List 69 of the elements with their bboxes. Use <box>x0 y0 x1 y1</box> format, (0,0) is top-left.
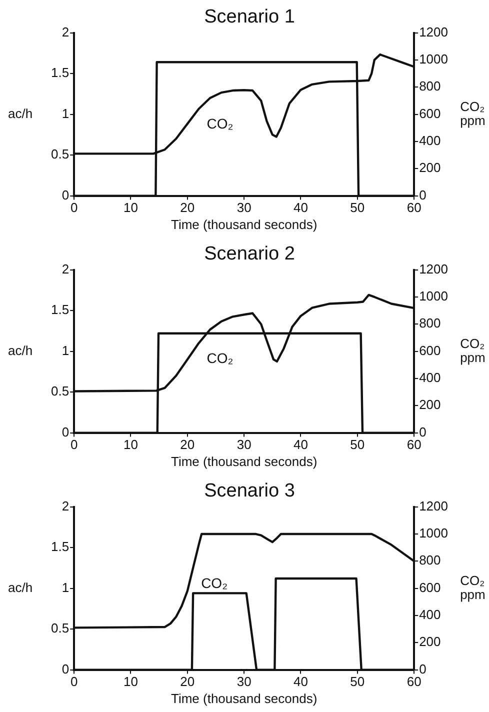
y-tick-label: 0 <box>62 661 70 676</box>
x-tick-label: 10 <box>124 200 138 216</box>
x-tick-label: 20 <box>180 437 195 452</box>
y2-tick-label: 600 <box>419 342 441 358</box>
series-label: CO₂ <box>201 574 228 591</box>
y-tick-label: 2 <box>62 24 70 40</box>
y-tick-label: 0 <box>62 187 70 202</box>
y-tick-label: 2 <box>62 261 70 276</box>
y-tick-label: 0.5 <box>50 146 70 162</box>
y-tick-label: 1.5 <box>50 65 70 80</box>
x-tick-label: 20 <box>180 200 195 216</box>
y2-tick-label: 800 <box>419 552 441 568</box>
x-tick-label: 40 <box>294 437 308 452</box>
series-label: CO₂ <box>206 350 234 366</box>
y-tick-label: 0.5 <box>50 620 70 636</box>
y2-tick-label: 0 <box>419 661 426 676</box>
y-tick-label: 2 <box>62 498 70 514</box>
y2-tick-label: 400 <box>419 370 441 386</box>
x-axis-title: Time (thousand seconds) <box>170 454 318 469</box>
x-tick-label: 30 <box>236 674 252 690</box>
x-tick-label: 50 <box>350 437 365 452</box>
x-tick-label: 60 <box>406 437 422 452</box>
y2-tick-label: 200 <box>419 160 441 176</box>
chart-title: Scenario 1 <box>204 6 295 28</box>
x-tick-label: 10 <box>124 674 138 690</box>
y2-tick-label: 1000 <box>419 526 448 541</box>
y2-axis-title: CO₂ ppm <box>460 572 486 602</box>
y2-tick-label: 0 <box>419 424 426 440</box>
x-tick-label: 50 <box>350 200 365 216</box>
y-tick-label: 1.5 <box>50 302 70 318</box>
y2-tick-label: 200 <box>419 397 441 412</box>
y2-tick-label: 800 <box>419 316 441 331</box>
y2-tick-label: 1000 <box>419 288 448 304</box>
chart-title: Scenario 3 <box>204 480 295 502</box>
y-tick-label: 1 <box>62 342 70 358</box>
x-tick-label: 60 <box>406 200 422 216</box>
y2-axis-title: CO₂ ppm <box>460 336 486 365</box>
y2-tick-label: 400 <box>419 607 441 622</box>
x-tick-label: 10 <box>124 437 138 452</box>
y2-axis-title: CO₂ ppm <box>460 98 486 128</box>
y2-tick-label: 800 <box>419 78 441 94</box>
x-tick-label: 40 <box>294 200 308 216</box>
y-tick-label: 0 <box>62 424 70 440</box>
x-tick-label: 20 <box>180 674 195 690</box>
series-label: CO₂ <box>206 116 234 132</box>
y-tick-label: 0.5 <box>50 384 70 399</box>
x-tick-label: 40 <box>294 674 308 690</box>
y2-tick-label: 1200 <box>419 261 448 276</box>
y2-tick-label: 600 <box>419 580 441 595</box>
y2-tick-label: 200 <box>419 634 441 650</box>
y-axis-title: ac/h <box>8 342 33 358</box>
y2-tick-label: 600 <box>419 106 441 121</box>
y-tick-label: 1 <box>62 106 70 121</box>
y-axis-title: ac/h <box>8 106 33 121</box>
x-axis-title: Time (thousand seconds) <box>170 690 318 706</box>
y-tick-label: 1 <box>62 580 70 595</box>
x-tick-label: 30 <box>236 437 252 452</box>
x-axis-title: Time (thousand seconds) <box>170 216 318 232</box>
y-tick-label: 1.5 <box>50 539 70 554</box>
chart-title: Scenario 2 <box>204 244 295 265</box>
y-axis-title: ac/h <box>8 580 33 595</box>
y2-tick-label: 0 <box>419 187 426 202</box>
x-tick-label: 50 <box>350 674 365 690</box>
x-tick-label: 60 <box>406 674 422 690</box>
y2-tick-label: 400 <box>419 133 441 148</box>
y2-tick-label: 1000 <box>419 52 448 67</box>
y2-tick-label: 1200 <box>419 498 448 514</box>
x-tick-label: 30 <box>236 200 252 216</box>
y2-tick-label: 1200 <box>419 24 448 40</box>
